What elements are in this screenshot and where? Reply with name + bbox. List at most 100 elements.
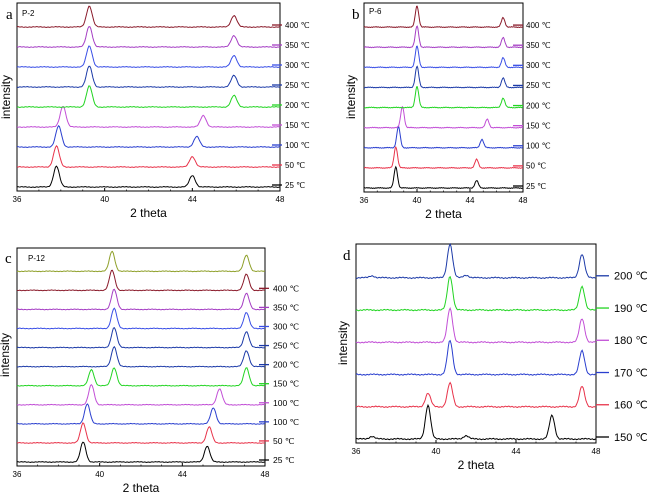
xrd-trace [16,124,281,148]
xrd-trace [363,86,524,109]
xrd-trace [16,367,266,387]
x-tick-label: 48 [276,195,285,204]
xrd-trace [363,105,524,129]
x-tick-label: 44 [512,447,521,456]
legend-label: 25 ℃ [285,181,305,190]
panel-letter: d [343,248,351,264]
xrd-trace [363,5,524,29]
xrd-trace [16,422,266,444]
x-axis-label: 2 theta [458,458,495,472]
x-axis-label: 2 theta [130,206,167,220]
legend-label: 50 ℃ [273,436,295,446]
panel-letter: a [6,7,13,23]
legend-label: 100 ℃ [526,142,551,151]
x-tick-label: 40 [432,447,441,456]
legend-label: 300 ℃ [273,321,300,331]
x-tick-label: 40 [413,196,422,205]
legend-label: 200 ℃ [526,101,551,110]
xrd-trace [16,26,281,48]
xrd-trace [16,288,266,311]
xrd-trace [363,45,524,69]
x-tick-label: 48 [261,470,270,479]
legend-label: 100 ℃ [273,398,300,408]
xrd-trace [355,381,597,409]
xrd-trace [16,307,266,330]
x-tick-label: 44 [466,196,475,205]
panel-a: 36 40 44 48 2 theta intensity a P-2 25 ℃ 50 ℃ 100 … [0,2,310,220]
legend-label: 25 ℃ [273,455,295,465]
legend-label: 350 ℃ [526,41,551,50]
x-tick-label: 44 [188,195,197,204]
y-axis-label: intensity [344,75,358,119]
xrd-trace [16,250,266,273]
xrd-trace [355,307,597,344]
x-axis-label: 2 theta [123,481,160,495]
x-tick-label: 36 [352,447,361,456]
xrd-trace [16,144,281,168]
legend-label: 50 ℃ [285,161,305,170]
legend-label: 160 ℃ [614,400,648,412]
x-tick-label: 48 [592,447,601,456]
legend-label: 400 ℃ [526,21,551,30]
panel-tag: P-12 [28,254,45,263]
y-axis-label: intensity [336,321,350,365]
legend-label: 150 ℃ [285,121,310,130]
x-tick-label: 44 [178,470,187,479]
panel-tag: P-2 [22,9,35,18]
xrd-trace [355,403,597,441]
legend-label: 150 ℃ [526,121,551,130]
xrd-trace [16,403,266,425]
xrd-trace [16,441,266,463]
legend-label: 100 ℃ [273,417,300,427]
xrd-trace [363,25,524,49]
legend-label: 400 ℃ [273,283,300,293]
legend-label: 350 ℃ [285,41,310,50]
x-tick-label: 40 [100,195,109,204]
panel-letter: c [5,251,12,267]
xrd-trace [16,106,281,128]
xrd-trace [363,165,524,190]
xrd-trace [16,45,281,68]
xrd-trace [16,345,266,368]
xrd-trace [355,275,597,312]
xrd-trace [16,165,281,188]
x-tick-label: 48 [519,196,528,205]
xrd-trace [16,383,266,406]
x-tick-label: 36 [13,195,22,204]
xrd-trace [16,5,281,28]
legend-label: 180 ℃ [614,335,648,347]
legend-label: 50 ℃ [526,162,546,171]
plot-frame [16,247,266,467]
x-tick-label: 36 [13,470,22,479]
plot-frame [363,2,524,193]
legend-label: 200 ℃ [273,360,300,370]
legend-label: 25 ℃ [526,182,546,191]
panel-tag: P-6 [369,7,382,16]
legend-label: 300 ℃ [526,61,551,70]
legend-label: 350 ℃ [273,302,300,312]
legend-label: 250 ℃ [285,81,310,90]
plot-frame [355,243,597,444]
panel-b: 36 40 44 48 2 theta intensity b P-6 25 ℃ 50 ℃ 100 … [344,2,551,221]
panel-c: 36 40 44 48 2 theta intensity c P-12 25 ℃ 50 ℃ 100… [0,247,300,495]
xrd-trace [16,326,266,349]
panel-d: 36 40 44 48 2 theta intensity d 150 ℃ 160 ℃ 170 ℃… [336,242,648,472]
xrd-trace [363,146,524,169]
legend-label: 100 ℃ [285,141,310,150]
legend-label: 300 ℃ [285,61,310,70]
legend-label: 400 ℃ [285,21,310,30]
y-axis-label: intensity [0,333,12,377]
legend-label: 190 ℃ [614,303,648,315]
plot-frame [16,2,281,192]
x-axis-label: 2 theta [425,207,462,221]
legend-label: 150 ℃ [273,379,300,389]
xrd-trace [16,269,266,292]
legend-label: 250 ℃ [526,81,551,90]
panel-letter: b [352,7,360,23]
xrd-trace [363,65,524,89]
x-tick-label: 40 [95,470,104,479]
xrd-trace [355,339,597,376]
y-axis-label: intensity [0,75,13,119]
xrd-trace [16,85,281,108]
